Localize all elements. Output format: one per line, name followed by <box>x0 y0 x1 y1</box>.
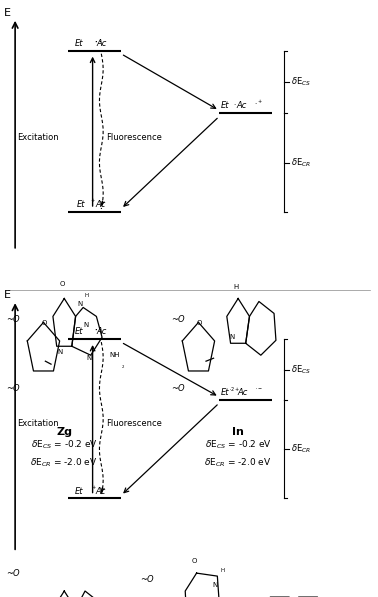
Text: $\delta$E$_{CS}$ = -0.2 eV: $\delta$E$_{CS}$ = -0.2 eV <box>205 439 271 451</box>
Text: E: E <box>4 8 11 18</box>
Text: Et: Et <box>75 39 84 48</box>
Text: ~O: ~O <box>6 568 20 578</box>
Text: ~O: ~O <box>171 383 184 393</box>
Text: ~O: ~O <box>141 574 154 584</box>
Text: ~O: ~O <box>6 315 20 324</box>
Text: $\delta$E$_{CR}$ = -2.0 eV: $\delta$E$_{CR}$ = -2.0 eV <box>31 457 98 469</box>
Text: Et: Et <box>221 388 229 397</box>
Text: ~O: ~O <box>6 383 20 393</box>
Text: H: H <box>234 284 239 290</box>
Text: Ac: Ac <box>95 487 105 496</box>
Text: $\delta$E$_{CS}$: $\delta$E$_{CS}$ <box>291 76 311 88</box>
Text: O: O <box>42 320 47 326</box>
Text: $\delta$E$_{CR}$: $\delta$E$_{CR}$ <box>291 156 311 169</box>
Text: Excitation: Excitation <box>17 419 59 429</box>
Text: $\delta$E$_{CS}$: $\delta$E$_{CS}$ <box>291 364 311 376</box>
Text: Et: Et <box>75 487 84 496</box>
Text: Et: Et <box>221 101 229 110</box>
Text: Ac: Ac <box>237 101 247 110</box>
Text: Zg: Zg <box>56 427 72 437</box>
Text: Ac: Ac <box>97 39 107 48</box>
Text: Et: Et <box>77 200 85 209</box>
Text: N: N <box>213 582 218 588</box>
Text: Ac: Ac <box>95 200 105 209</box>
Text: N: N <box>84 322 89 328</box>
Text: H: H <box>85 293 89 298</box>
Text: Excitation: Excitation <box>17 133 59 142</box>
Text: N: N <box>77 301 83 307</box>
Text: In: In <box>232 427 244 437</box>
Text: O: O <box>197 320 202 326</box>
Text: $^+$: $^+$ <box>90 485 97 491</box>
Text: N: N <box>230 334 235 340</box>
Text: N: N <box>57 349 62 355</box>
Text: Ac: Ac <box>238 388 248 397</box>
Text: $^{\cdot -}$: $^{\cdot -}$ <box>255 386 263 392</box>
Text: $^{\cdot 2+}$: $^{\cdot 2+}$ <box>229 386 241 392</box>
Text: E: E <box>4 290 11 300</box>
Text: $\delta$E$_{CR}$: $\delta$E$_{CR}$ <box>291 443 311 456</box>
Text: $\mathbf{\cdot\cdot}$: $\mathbf{\cdot\cdot}$ <box>93 38 102 44</box>
Text: O: O <box>60 281 65 287</box>
Text: ~O: ~O <box>171 315 184 324</box>
Text: $\delta$E$_{CR}$ = -2.0 eV: $\delta$E$_{CR}$ = -2.0 eV <box>204 457 272 469</box>
Text: Fluorescence: Fluorescence <box>106 133 162 142</box>
Text: H: H <box>221 568 225 573</box>
Text: $\cdot^+$: $\cdot^+$ <box>254 99 263 106</box>
Text: O: O <box>192 558 197 564</box>
Text: $\delta$E$_{CS}$ = -0.2 eV: $\delta$E$_{CS}$ = -0.2 eV <box>31 439 98 451</box>
Text: Ac: Ac <box>97 327 107 336</box>
Text: $\cdot$: $\cdot$ <box>233 100 237 106</box>
Text: N: N <box>86 355 91 361</box>
Text: NH: NH <box>110 352 120 358</box>
Text: Et: Et <box>75 327 84 336</box>
Text: $^+$: $^+$ <box>89 199 96 205</box>
Text: $\mathbf{\cdot\cdot}$: $\mathbf{\cdot\cdot}$ <box>93 326 102 332</box>
Text: $_2$: $_2$ <box>121 364 125 371</box>
Text: Fluorescence: Fluorescence <box>106 419 162 429</box>
